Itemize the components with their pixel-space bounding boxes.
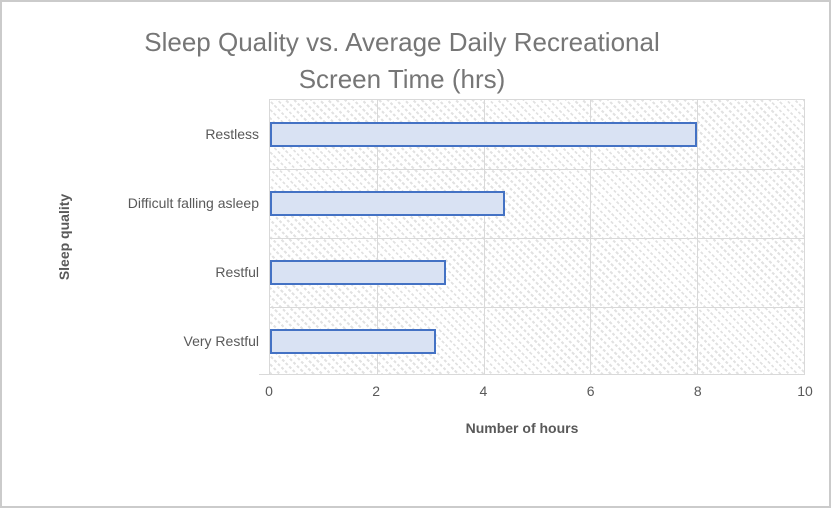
gridline-x-8 xyxy=(697,100,699,374)
chart-title-line-2: Screen Time (hrs) xyxy=(298,64,506,94)
x-tick-label-0: 0 xyxy=(265,383,273,399)
x-tick-label-6: 6 xyxy=(586,383,595,399)
bar-difficult-falling-asleep xyxy=(270,191,505,216)
chart-title-line-1: Sleep Quality vs. Average Daily Recreati… xyxy=(144,27,660,57)
category-label-restful: Restful xyxy=(215,263,259,280)
chart-title: Sleep Quality vs. Average Daily Recreati… xyxy=(92,24,712,98)
gridline-x-2 xyxy=(376,100,378,374)
x-tick-label-8: 8 xyxy=(693,383,702,399)
gridline-y-1 xyxy=(270,169,804,170)
bar-very-restful xyxy=(270,329,436,354)
gridline-x-6 xyxy=(590,100,592,374)
bar-restless xyxy=(270,122,698,147)
x-tick-label-4: 4 xyxy=(479,383,488,399)
bar-restful xyxy=(270,260,447,285)
gridline-y-2 xyxy=(270,238,804,239)
x-tick-label-2: 2 xyxy=(372,383,381,399)
category-label-very-restful: Very Restful xyxy=(183,332,259,349)
y-axis-title: Sleep quality xyxy=(56,193,72,281)
x-axis-title: Number of hours xyxy=(465,420,579,436)
category-label-restless: Restless xyxy=(205,125,259,142)
category-label-difficult-falling-asleep: Difficult falling asleep xyxy=(127,194,259,211)
x-axis-line-extension xyxy=(259,374,270,375)
gridline-x-4 xyxy=(483,100,485,374)
plot-area xyxy=(269,99,805,375)
x-tick-label-10: 10 xyxy=(797,383,813,399)
gridline-y-3 xyxy=(270,307,804,308)
